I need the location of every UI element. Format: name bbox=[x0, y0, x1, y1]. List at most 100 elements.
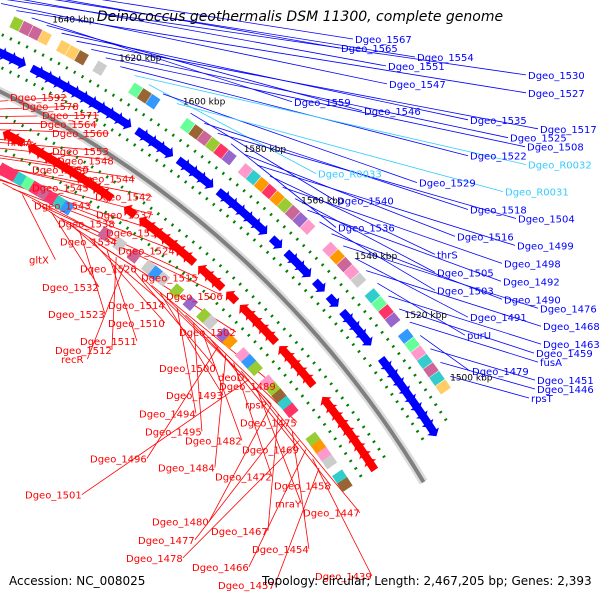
gene-label-right: Dgeo_1551 bbox=[388, 62, 445, 73]
cog-block bbox=[416, 353, 433, 369]
scale-label: 1580 kbp bbox=[244, 145, 287, 155]
cog-block bbox=[397, 328, 414, 344]
cog-block bbox=[337, 477, 353, 493]
label-leader-right bbox=[190, 112, 336, 201]
gene-label-left: Dgeo_1537 bbox=[96, 211, 153, 222]
label-leader-left bbox=[168, 299, 272, 405]
cog-block bbox=[245, 169, 262, 186]
cog-block bbox=[59, 200, 75, 216]
label-leader-left bbox=[146, 346, 219, 459]
label-leader-right bbox=[61, 32, 469, 121]
cog-block bbox=[350, 272, 367, 288]
gene-label-left: Dgeo_1543 bbox=[34, 201, 91, 212]
gene-label-left: Dgeo_1550 bbox=[32, 165, 89, 176]
label-leader-left bbox=[291, 431, 310, 549]
gene-label-left: Dgeo_1542 bbox=[95, 192, 152, 203]
cog-block bbox=[111, 236, 128, 253]
gene-label-left: mraY bbox=[275, 500, 302, 511]
cog-block bbox=[237, 163, 254, 179]
cog-block bbox=[277, 197, 293, 214]
gene-label-left: gltX bbox=[29, 256, 49, 267]
label-leader-left bbox=[263, 396, 361, 513]
gene-label-left: Dgeo_1531 bbox=[106, 229, 163, 240]
gene-label-left: Dgeo_1469 bbox=[242, 445, 299, 456]
gene-label-left: Dgeo_1544 bbox=[78, 174, 135, 185]
label-leader-right bbox=[16, 10, 527, 94]
reverse-gene-arrow bbox=[123, 204, 138, 219]
gene-label-right: Dgeo_R0033 bbox=[318, 170, 382, 181]
gene-label-left: Dgeo_1502 bbox=[179, 328, 236, 339]
cog-block bbox=[247, 360, 263, 377]
cog-block bbox=[202, 314, 219, 330]
gene-label-left: Dgeo_1494 bbox=[139, 409, 196, 420]
label-leader-left bbox=[79, 230, 106, 315]
label-leader-right bbox=[91, 49, 509, 139]
cog-block bbox=[179, 117, 195, 134]
label-leader-right bbox=[22, 0, 387, 67]
label-leader-left bbox=[194, 422, 286, 541]
label-leader-left bbox=[0, 142, 109, 152]
gene-label-right: Dgeo_1503 bbox=[437, 286, 494, 297]
gene-label-right: Dgeo_R0032 bbox=[528, 161, 592, 172]
label-leader-right bbox=[217, 132, 517, 219]
label-leader-left bbox=[312, 458, 373, 577]
forward-gene-arrow bbox=[345, 316, 360, 330]
reverse-gene-arrow bbox=[265, 331, 280, 346]
gene-label-right: Dgeo_1554 bbox=[417, 53, 474, 64]
label-leader-right bbox=[343, 245, 539, 309]
label-leader-right bbox=[243, 153, 456, 237]
label-leader-left bbox=[248, 449, 307, 568]
cog-block bbox=[92, 60, 108, 76]
label-leader-right bbox=[331, 233, 503, 300]
label-leader-right bbox=[294, 198, 436, 273]
cog-block bbox=[322, 241, 338, 258]
gene-label-left: Dgeo_1511 bbox=[80, 337, 137, 348]
reverse-gene-arrow bbox=[0, 119, 1, 134]
genome-backbone bbox=[0, 86, 428, 485]
topology-text: Topology: circular; Length: 2,467,205 bp… bbox=[262, 574, 592, 588]
label-leader-left bbox=[87, 263, 126, 360]
label-leader-left bbox=[111, 257, 117, 351]
reverse-gene-arrow bbox=[212, 277, 226, 292]
cog-block bbox=[145, 93, 161, 110]
label-leader-left bbox=[21, 194, 56, 260]
gene-label-right: Dgeo_1451 bbox=[537, 376, 594, 387]
cog-block bbox=[20, 175, 36, 192]
label-leader-left bbox=[274, 467, 320, 586]
gene-label-right: Dgeo_1522 bbox=[470, 152, 527, 163]
gene-label-left: Dgeo_1484 bbox=[158, 464, 215, 475]
gene-label-left: Dgeo_1526 bbox=[80, 265, 137, 276]
cog-block bbox=[128, 82, 143, 98]
label-leader-right bbox=[409, 321, 539, 363]
cog-block bbox=[221, 149, 237, 166]
gene-label-left: Dgeo_1457 bbox=[218, 581, 275, 592]
gene-label-right: Dgeo_1529 bbox=[419, 179, 476, 190]
gene-label-right: Dgeo_1446 bbox=[537, 385, 594, 396]
gene-label-right: Dgeo_1535 bbox=[470, 116, 527, 127]
label-leader-right bbox=[366, 270, 542, 327]
gene-label-left: Dgeo_1467 bbox=[211, 527, 268, 538]
gene-label-left: Dgeo_1534 bbox=[60, 238, 117, 249]
label-leader-right bbox=[176, 103, 504, 192]
gene-label-left: nhaA bbox=[7, 138, 33, 149]
cog-block bbox=[265, 381, 282, 397]
cog-block bbox=[343, 264, 360, 281]
label-leader-right bbox=[282, 186, 503, 264]
gene-label-right: Dgeo_1504 bbox=[518, 215, 575, 226]
cog-block bbox=[292, 212, 308, 228]
cog-block bbox=[9, 16, 24, 32]
gene-label-right: Dgeo_1479 bbox=[472, 367, 529, 378]
cog-block bbox=[277, 395, 293, 411]
gene-label-right: Dgeo_1567 bbox=[355, 35, 412, 46]
gene-label-left: Dgeo_1506 bbox=[166, 292, 223, 303]
gene-label-left: rpsP bbox=[245, 400, 267, 411]
label-leader-right bbox=[105, 57, 526, 148]
label-leader-left bbox=[0, 147, 114, 161]
label-leader-right bbox=[450, 375, 530, 399]
label-leader-right bbox=[76, 40, 539, 130]
label-leader-left bbox=[176, 307, 197, 414]
label-leader-left bbox=[106, 250, 138, 342]
label-leader-right bbox=[120, 66, 469, 157]
label-leader-left bbox=[256, 387, 302, 504]
